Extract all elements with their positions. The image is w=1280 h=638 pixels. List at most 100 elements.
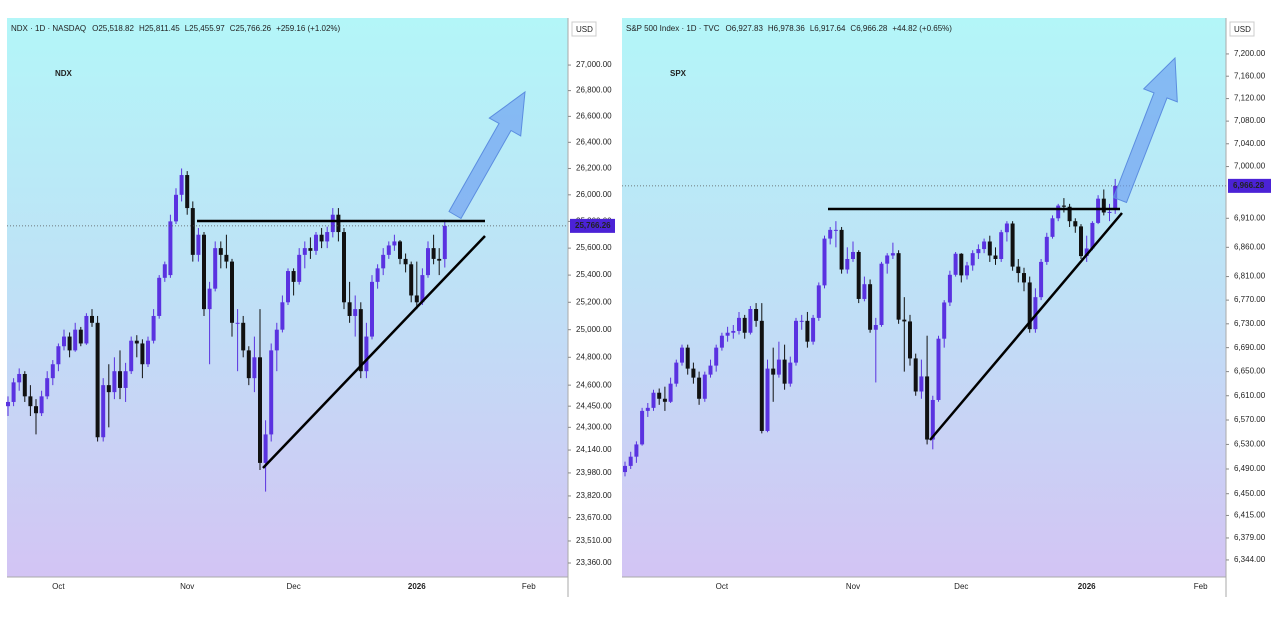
candle-body [386, 245, 391, 255]
candle-body [1033, 297, 1038, 330]
candle-body [347, 302, 352, 316]
candle-body [953, 253, 958, 275]
candle-body [628, 456, 633, 466]
candle-body [174, 194, 178, 222]
candle-body [873, 324, 878, 330]
candle-body [1044, 236, 1049, 262]
ticker-annotation: NDX [55, 69, 73, 78]
y-tick-label: 6,690.00 [1234, 343, 1266, 352]
candle-body [1016, 266, 1021, 274]
candle-body [702, 374, 707, 399]
candle-body [263, 434, 268, 463]
candle-body [754, 308, 759, 321]
candle-body [1056, 205, 1061, 219]
y-tick-label: 26,800.00 [576, 86, 612, 95]
candle-body [274, 329, 279, 351]
y-tick-label: 7,040.00 [1234, 139, 1266, 148]
candle-body [381, 254, 386, 269]
x-tick-label: Nov [846, 582, 860, 591]
candle-body [342, 232, 346, 303]
candle-body [409, 264, 414, 296]
ohlc-info: C6,966.28 [850, 24, 887, 33]
candle-body [269, 350, 274, 435]
candle-body [913, 358, 918, 392]
candle-body [708, 365, 713, 375]
candle-body [942, 302, 947, 339]
candle-body [742, 317, 747, 333]
candle-body [851, 251, 855, 259]
candle-body [976, 249, 981, 254]
last-price-box [1228, 178, 1271, 193]
x-tick-label: Oct [52, 582, 65, 591]
y-tick-label: 23,670.00 [576, 513, 612, 522]
candle-body [1090, 222, 1095, 249]
candle-body [112, 371, 117, 393]
candle-body [845, 258, 850, 270]
candle-body [34, 406, 38, 414]
candle-body [280, 302, 285, 330]
candle-body [799, 320, 804, 322]
candle-body [196, 234, 201, 255]
y-tick-label: 6,610.00 [1234, 391, 1266, 400]
y-tick-label: 23,820.00 [576, 491, 612, 500]
candle-body [118, 371, 122, 388]
candle-body [230, 261, 234, 323]
candle-body [930, 399, 935, 440]
candle-body [420, 275, 425, 303]
candle-body [651, 392, 656, 408]
candle-body [902, 319, 907, 322]
candle-body [691, 368, 696, 378]
candle-body [908, 321, 912, 359]
candle-body [982, 241, 987, 250]
candle-body [235, 322, 240, 324]
candle-body [925, 376, 930, 440]
y-tick-label: 26,200.00 [576, 164, 612, 173]
candle-body [719, 335, 724, 348]
candle-body [993, 255, 998, 259]
candle-body [403, 258, 408, 265]
candle-body [662, 398, 667, 402]
candle-body [291, 271, 296, 282]
y-tick-label: 6,415.00 [1234, 511, 1266, 520]
y-tick-label: 6,530.00 [1234, 440, 1266, 449]
candle-body [748, 308, 753, 333]
candle-body [1022, 273, 1026, 283]
candle-body [224, 254, 229, 262]
candle-body [771, 368, 776, 375]
candle-body [319, 234, 324, 242]
candle-body [1107, 211, 1112, 213]
price-axis [1226, 18, 1273, 597]
candle-body [919, 376, 924, 392]
y-tick-label: 6,379.00 [1234, 533, 1266, 542]
y-tick-label: 6,730.00 [1234, 319, 1266, 328]
y-tick-label: 26,600.00 [576, 111, 612, 120]
x-tick-label: Feb [522, 582, 536, 591]
candle-body [788, 362, 793, 384]
y-tick-label: 7,120.00 [1234, 94, 1266, 103]
candle-body [657, 392, 662, 399]
y-tick-label: 23,510.00 [576, 536, 612, 545]
candle-body [45, 378, 50, 397]
candle-body [1101, 198, 1106, 213]
candle-body [833, 229, 838, 231]
y-tick-label: 6,650.00 [1234, 367, 1266, 376]
candle-body [157, 277, 162, 316]
y-tick-label: 6,770.00 [1234, 295, 1266, 304]
candle-body [375, 268, 380, 282]
ohlc-info: +259.16 (+1.02%) [276, 24, 340, 33]
candle-body [426, 248, 430, 276]
candle-body [358, 309, 363, 372]
candle-body [134, 340, 139, 344]
ohlc-info: H6,978.36 [768, 24, 805, 33]
candle-body [987, 241, 992, 256]
currency-label: USD [576, 25, 593, 34]
ohlc-info: L25,455.97 [185, 24, 226, 33]
candle-body [737, 317, 741, 331]
candle-body [246, 350, 251, 379]
up-arrow [1112, 56, 1178, 204]
candle-body [67, 336, 72, 351]
candle-body [364, 336, 369, 372]
x-tick-label: Feb [1194, 582, 1208, 591]
y-tick-label: 25,400.00 [576, 270, 612, 279]
